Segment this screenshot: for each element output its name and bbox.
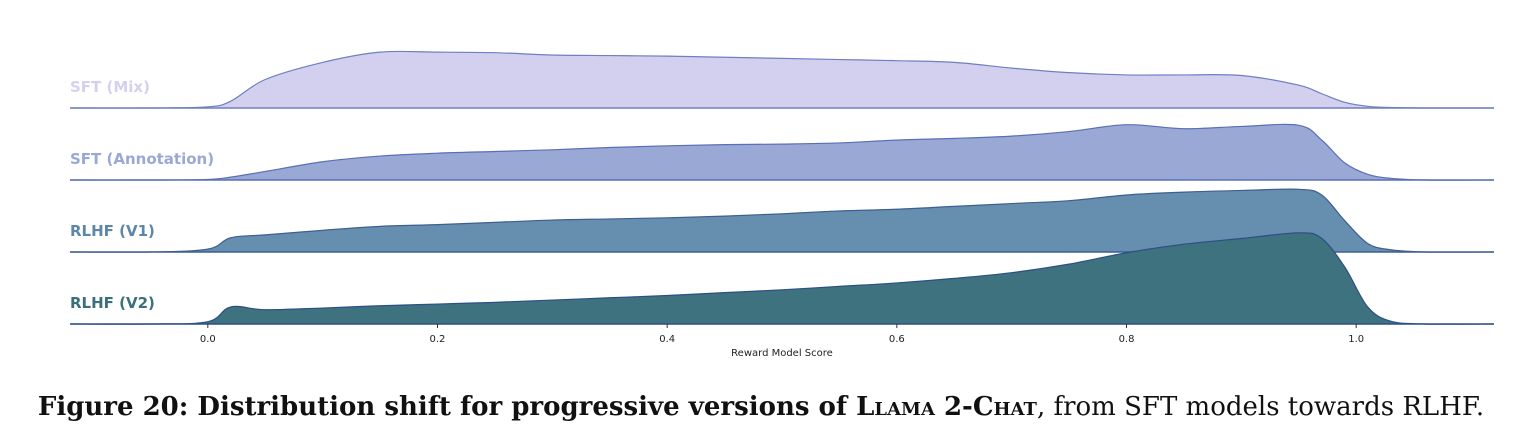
ridge-rlhf-v2: RLHF (V2): [69, 232, 1495, 325]
ridgeline-chart: SFT (Mix) SFT (Annotation) RLHF (V1) RLHF (…: [69, 50, 1495, 359]
caption-prefix: Figure 20: Distribution shift for progre…: [37, 392, 857, 422]
chart-svg: SFT (Mix) SFT (Annotation) RLHF (V1) RLHF (…: [69, 50, 1495, 359]
ridge-outline-sft-mix: [69, 50, 1495, 109]
ridge-sft-mix: SFT (Mix): [69, 50, 1495, 109]
caption-model-name: Llama 2-Chat: [856, 392, 1037, 422]
ridge-area-rlhf-v2: [70, 232, 1494, 325]
x-axis-label: Reward Model Score: [731, 348, 833, 359]
ridge-area-sft-annotation: [70, 124, 1494, 181]
ridge-sft-annotation: SFT (Annotation): [69, 123, 1495, 181]
ridge-label-sft-annotation: SFT (Annotation): [70, 150, 214, 168]
caption-suffix: , from SFT models towards RLHF.: [1036, 392, 1485, 422]
ridge-outline-rlhf-v2: [69, 232, 1495, 325]
x-tick-label: 0.8: [1119, 334, 1135, 345]
ridge-rlhf-v1: RLHF (V1): [69, 188, 1495, 253]
figure-caption: Figure 20: Distribution shift for progre…: [0, 392, 1522, 422]
ridge-label-rlhf-v2: RLHF (V2): [70, 294, 155, 312]
x-tick-label: 0.4: [659, 334, 675, 345]
ridge-outline-sft-annotation: [69, 123, 1495, 181]
x-tick-label: 0.2: [430, 334, 446, 345]
ridge-label-rlhf-v1: RLHF (V1): [70, 222, 155, 240]
x-tick-label: 1.0: [1348, 334, 1364, 345]
ridge-outline-rlhf-v1: [69, 188, 1495, 253]
x-tick-label: 0.6: [889, 334, 905, 345]
ridge-label-sft-mix: SFT (Mix): [70, 78, 150, 96]
ridge-area-sft-mix: [70, 51, 1494, 109]
x-tick-label: 0.0: [200, 334, 216, 345]
ridge-area-rlhf-v1: [70, 189, 1494, 253]
